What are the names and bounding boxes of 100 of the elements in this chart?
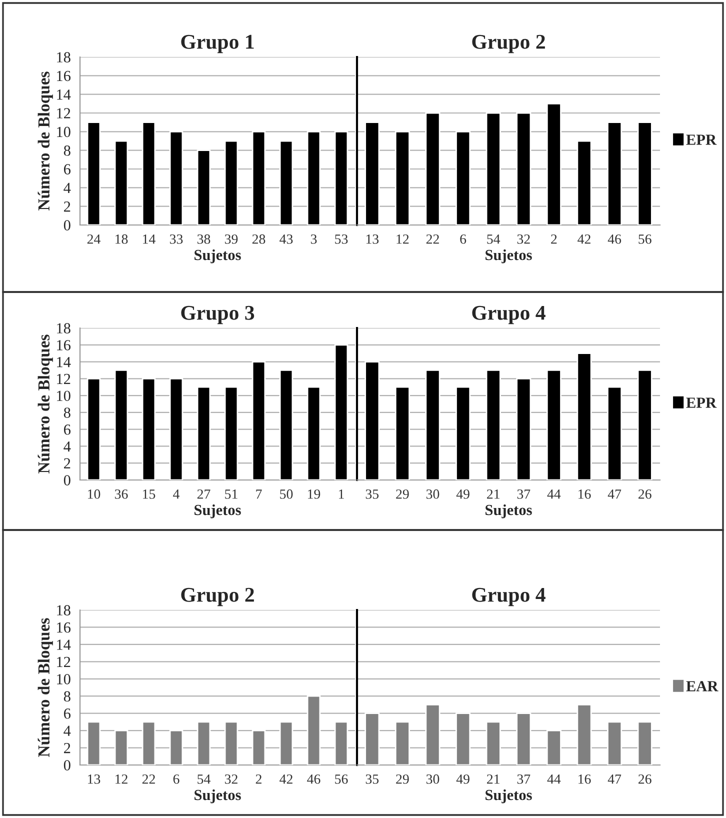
x-tick-label: 46 bbox=[608, 234, 622, 244]
x-tick-label: 10 bbox=[88, 489, 100, 499]
bar bbox=[576, 704, 592, 765]
x-tick-label: 54 bbox=[487, 234, 500, 244]
y-tick-label: 8 bbox=[64, 145, 70, 156]
bar bbox=[546, 370, 562, 480]
x-tick-label: 15 bbox=[143, 489, 156, 499]
y-axis-title: Número de Bloques bbox=[38, 618, 53, 757]
x-tick-label: 19 bbox=[308, 489, 320, 499]
x-tick-label: 35 bbox=[366, 774, 379, 784]
bar bbox=[334, 721, 348, 765]
bar bbox=[306, 386, 321, 480]
bar bbox=[224, 721, 238, 765]
chart-title: Grupo 2 bbox=[181, 588, 254, 606]
y-tick-label: 2 bbox=[64, 742, 70, 754]
x-tick-label: 39 bbox=[224, 234, 238, 244]
bar bbox=[364, 712, 380, 765]
y-tick-label: 4 bbox=[64, 726, 71, 736]
bar bbox=[224, 140, 238, 225]
x-tick-label: 36 bbox=[114, 489, 128, 499]
bar bbox=[425, 112, 440, 225]
x-tick-label: 22 bbox=[426, 234, 439, 244]
bar bbox=[142, 721, 156, 765]
x-axis-title: Sujetos bbox=[194, 789, 241, 804]
bar bbox=[196, 721, 211, 765]
bar bbox=[637, 370, 652, 480]
bar bbox=[456, 386, 471, 480]
x-tick-label: 47 bbox=[608, 490, 622, 499]
x-axis-title: Sujetos bbox=[486, 249, 532, 264]
x-tick-label: 51 bbox=[225, 489, 238, 499]
y-axis-title: Número de Bloques bbox=[38, 72, 53, 210]
bar bbox=[394, 386, 410, 480]
legend-label: EPR bbox=[686, 398, 717, 408]
x-tick-label: 54 bbox=[198, 774, 210, 784]
bar bbox=[252, 361, 266, 480]
bar bbox=[169, 130, 184, 225]
bar bbox=[364, 122, 380, 225]
y-tick-label: 2 bbox=[64, 458, 70, 468]
bar bbox=[486, 721, 501, 765]
bar bbox=[607, 721, 622, 765]
x-tick-label: 49 bbox=[456, 774, 470, 784]
bar bbox=[306, 695, 321, 765]
bar bbox=[364, 361, 380, 480]
x-tick-label: 43 bbox=[280, 234, 293, 244]
x-tick-label: 47 bbox=[608, 774, 622, 784]
y-tick-label: 18 bbox=[57, 605, 70, 616]
x-axis-title: Sujetos bbox=[194, 249, 241, 264]
y-tick-label: 8 bbox=[64, 408, 70, 418]
chart-title: Grupo 4 bbox=[472, 306, 546, 324]
y-tick-label: 12 bbox=[57, 656, 70, 667]
x-tick-label: 13 bbox=[366, 234, 379, 244]
bar bbox=[394, 721, 410, 765]
bar bbox=[546, 730, 562, 765]
chart-title: Grupo 2 bbox=[472, 34, 545, 54]
x-tick-label: 21 bbox=[487, 774, 500, 784]
chart-title: Grupo 3 bbox=[181, 306, 254, 324]
y-tick-label: 8 bbox=[64, 691, 70, 702]
bar bbox=[486, 370, 501, 480]
x-tick-label: 26 bbox=[638, 774, 652, 784]
y-tick-label: 14 bbox=[57, 90, 71, 100]
x-tick-label: 6 bbox=[173, 774, 180, 784]
x-tick-label: 50 bbox=[280, 489, 293, 499]
y-tick-label: 16 bbox=[57, 340, 71, 350]
bar bbox=[86, 721, 101, 765]
bar bbox=[252, 130, 266, 225]
x-tick-label: 1 bbox=[339, 489, 344, 499]
x-tick-label: 16 bbox=[578, 774, 591, 784]
y-tick-label: 12 bbox=[57, 108, 70, 118]
x-tick-label: 7 bbox=[256, 490, 262, 499]
y-tick-label: 0 bbox=[64, 220, 70, 230]
bar bbox=[114, 140, 128, 225]
x-tick-label: 44 bbox=[547, 490, 561, 499]
x-tick-label: 37 bbox=[517, 489, 530, 499]
x-axis-title: Sujetos bbox=[486, 789, 532, 804]
x-tick-label: 44 bbox=[547, 774, 561, 784]
y-tick-label: 4 bbox=[64, 182, 71, 193]
bar bbox=[196, 150, 211, 225]
y-tick-label: 18 bbox=[57, 52, 70, 62]
x-tick-label: 14 bbox=[143, 234, 156, 244]
bar bbox=[334, 130, 348, 225]
bar bbox=[114, 730, 128, 765]
x-tick-label: 24 bbox=[87, 234, 100, 244]
bar bbox=[86, 378, 101, 480]
x-tick-label: 37 bbox=[517, 774, 530, 784]
bar bbox=[334, 344, 348, 480]
x-tick-label: 13 bbox=[88, 774, 100, 784]
y-tick-label: 2 bbox=[64, 202, 70, 212]
bar bbox=[86, 122, 101, 225]
bar bbox=[196, 386, 211, 480]
x-tick-label: 29 bbox=[396, 774, 409, 784]
y-tick-label: 6 bbox=[64, 424, 71, 435]
y-tick-label: 16 bbox=[57, 70, 71, 82]
x-tick-label: 30 bbox=[426, 489, 440, 499]
bar bbox=[114, 370, 128, 480]
x-tick-label: 26 bbox=[638, 489, 652, 499]
y-tick-label: 6 bbox=[64, 708, 71, 719]
x-tick-label: 2 bbox=[551, 234, 557, 244]
x-tick-label: 27 bbox=[197, 489, 210, 499]
bar bbox=[279, 370, 294, 480]
x-tick-label: 2 bbox=[256, 774, 262, 784]
